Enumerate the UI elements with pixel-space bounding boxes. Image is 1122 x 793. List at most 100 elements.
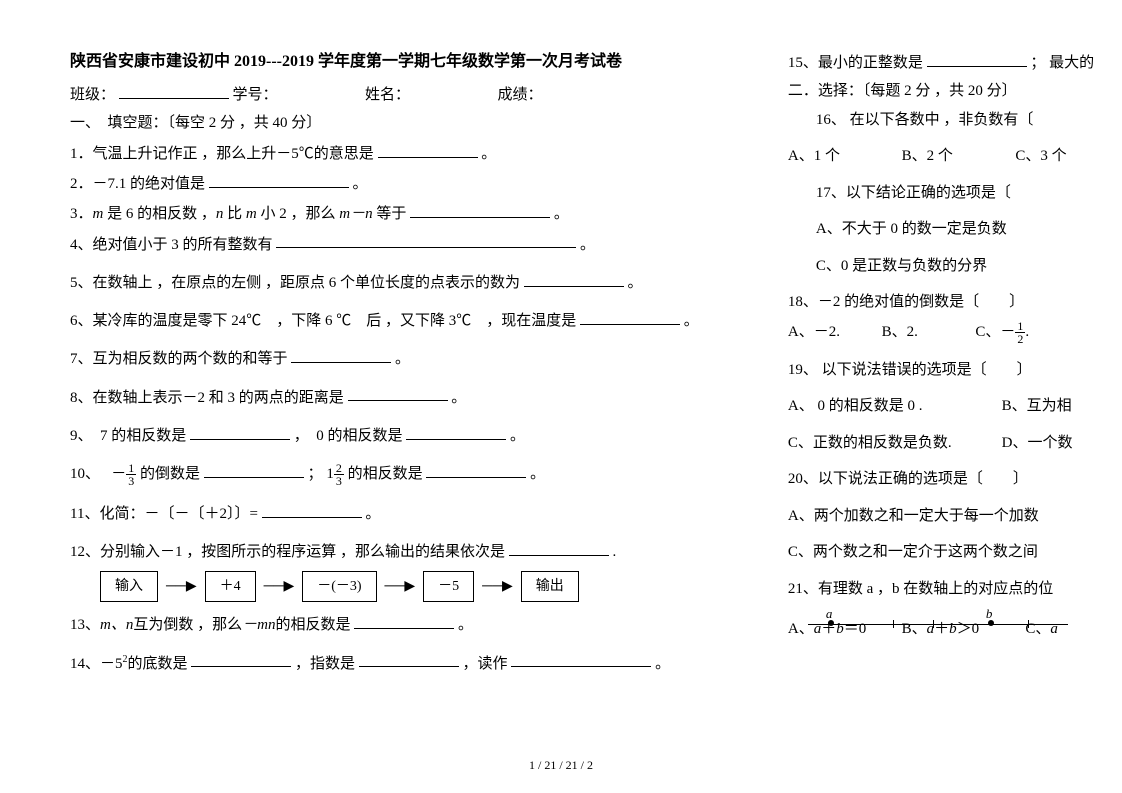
nl-axis [808, 624, 1068, 625]
q13-b: 互为倒数 ，那么 [133, 617, 242, 633]
q20-opt-c[interactable]: C、两个数之和一定介于这两个数之间 [788, 541, 1122, 564]
q9-period: 。 [510, 428, 525, 444]
arrow-icon: ──▶ [166, 576, 197, 597]
q20: 20、以下说法正确的选项是〔 〕 [788, 468, 1122, 491]
q15-b: ； 最大的 [1030, 55, 1094, 71]
section1-title: 一、 填空题：〔每空 2 分 ，共 40 分〕 [70, 112, 758, 135]
q15: 15、最小的正整数是 ； 最大的 [788, 50, 1122, 74]
q9-a: 9、 7 的相反数是 [70, 428, 186, 444]
q9-blank-a[interactable] [190, 423, 290, 440]
q3-a: 3． [70, 206, 93, 222]
q18-c-pre: C、－ [975, 321, 1015, 344]
q18: 18、－2 的绝对值的倒数是〔 〕 [788, 291, 1122, 314]
q1-blank[interactable] [378, 141, 478, 158]
q10-blank-a[interactable] [204, 461, 304, 478]
q2-blank[interactable] [209, 171, 349, 188]
q13-a: 13、 [70, 617, 100, 633]
q1: 1．气温上升记作正 ，那么上升－5℃的意思是 。 [70, 141, 758, 165]
q3-blank[interactable] [410, 201, 550, 218]
q11-blank[interactable] [262, 501, 362, 518]
q4-period: 。 [580, 236, 595, 252]
arrow-icon: ──▶ [264, 576, 295, 597]
nl-tick [893, 620, 894, 628]
q12-flowchart: 输入 ──▶ ＋4 ──▶ －(－3) ──▶ －5 ──▶ 输出 [100, 571, 758, 602]
q7-blank[interactable] [291, 346, 391, 363]
q21: 21、有理数 a ，b 在数轴上的对应点的位 [788, 578, 1122, 601]
q19-opt-d[interactable]: D、一个数 [1002, 432, 1073, 455]
q14-c: ，指数是 [295, 655, 355, 671]
q21-number-line: a b [808, 606, 1068, 636]
q18-options: A、－2. B、2. C、－12. [788, 320, 1122, 345]
q2-text: 2．－7.1 的绝对值是 [70, 176, 205, 192]
nl-tick [933, 620, 934, 628]
q13-blank[interactable] [354, 612, 454, 629]
q1-text: 1．气温上升记作正 ，那么上升－5℃的意思是 [70, 146, 374, 162]
q18-opt-c[interactable]: C、－12. [975, 320, 1029, 345]
q3: 3．m 是 6 的相反数 ，n 比 m 小 2 ，那么 m－n 等于 。 [70, 201, 758, 225]
score-label: 成绩： [498, 87, 543, 103]
flow-box-step1: ＋4 [205, 571, 256, 602]
right-column: 15、最小的正整数是 ； 最大的 二．选择：〔每题 2 分 ，共 20 分〕 1… [778, 50, 1122, 689]
q13-c: 的相反数是 [275, 617, 350, 633]
q14-a: 14、－5 [70, 655, 123, 671]
q20-opt-a[interactable]: A、两个加数之和一定大于每一个加数 [788, 505, 1122, 528]
q3-mn: m－n [339, 206, 372, 222]
q19-opt-a[interactable]: A、 0 的相反数是 0 . [788, 395, 998, 418]
q19-row1: A、 0 的相反数是 0 . B、互为相 [788, 395, 1122, 418]
q15-blank[interactable] [927, 50, 1027, 67]
q2-period: 。 [353, 176, 368, 192]
q9-blank-b[interactable] [406, 423, 506, 440]
q16-opt-b[interactable]: B、2 个 [902, 145, 1012, 168]
q10-frac-a: 13 [126, 462, 136, 487]
q17-opt-a[interactable]: A、不大于 0 的数一定是负数 [788, 218, 1122, 241]
q18-c-post: . [1025, 321, 1029, 344]
q10-a: 10、 [70, 466, 108, 482]
q18-opt-a[interactable]: A、－2. [788, 321, 878, 344]
q5-period: 。 [628, 275, 643, 291]
q3-m: m [93, 206, 104, 222]
q3-m2: m [246, 206, 257, 222]
q14-blank-a[interactable] [191, 651, 291, 668]
q4-blank[interactable] [276, 232, 576, 249]
class-blank[interactable] [119, 82, 229, 99]
q13-period: 。 [458, 617, 473, 633]
q4-text: 4、绝对值小于 3 的所有整数有 [70, 236, 273, 252]
q5-blank[interactable] [524, 270, 624, 287]
q8-blank[interactable] [348, 385, 448, 402]
flow-box-input: 输入 [100, 571, 158, 602]
flow-box-output: 输出 [521, 571, 579, 602]
q7: 7、互为相反数的两个数的和等于 。 [70, 346, 758, 370]
q18-opt-b[interactable]: B、2. [882, 321, 972, 344]
q19-opt-b[interactable]: B、互为相 [1002, 395, 1072, 418]
q19: 19、 以下说法错误的选项是〔 〕 [788, 359, 1122, 382]
q14-blank-c[interactable] [511, 651, 651, 668]
q16-options: A、1 个 B、2 个 C、3 个 [788, 145, 1122, 168]
q6-blank[interactable] [580, 308, 680, 325]
q12-blank[interactable] [509, 539, 609, 556]
q13-neg-mn: －mn [242, 617, 275, 633]
page-footer: 1 / 21 / 21 / 2 [0, 758, 1122, 773]
q6-text: 6、某冷库的温度是零下 24℃ ，下降 6 ℃ 后 ，又下降 3℃ ，现在温度是 [70, 313, 576, 329]
frac-bot2: 3 [334, 475, 344, 487]
section2-title: 二．选择：〔每题 2 分 ，共 20 分〕 [788, 80, 1122, 103]
q14-period: 。 [655, 655, 670, 671]
q10-blank-b[interactable] [426, 461, 526, 478]
q1-period: 。 [481, 146, 496, 162]
q10-frac-b: 23 [334, 462, 344, 487]
q19-row2: C、正数的相反数是负数. D、一个数 [788, 432, 1122, 455]
q16-opt-c[interactable]: C、3 个 [1015, 145, 1066, 168]
q14-d: ，读作 [463, 655, 508, 671]
q14-blank-b[interactable] [359, 651, 459, 668]
q11-period: 。 [365, 506, 380, 522]
q13: 13、m、n互为倒数 ，那么－mn的相反数是 。 [70, 612, 758, 636]
q17-opt-c[interactable]: C、0 是正数与负数的分界 [788, 255, 1122, 278]
q10-b: 的倒数是 [140, 466, 200, 482]
q10-d: 的相反数是 [348, 466, 423, 482]
q16-opt-a[interactable]: A、1 个 [788, 145, 898, 168]
q19-opt-c[interactable]: C、正数的相反数是负数. [788, 432, 998, 455]
q2: 2．－7.1 的绝对值是 。 [70, 171, 758, 195]
q9: 9、 7 的相反数是 ， 0 的相反数是 。 [70, 423, 758, 447]
q3-b: 是 6 的相反数 ， [103, 206, 216, 222]
q7-text: 7、互为相反数的两个数的和等于 [70, 351, 288, 367]
q4: 4、绝对值小于 3 的所有整数有 。 [70, 232, 758, 256]
